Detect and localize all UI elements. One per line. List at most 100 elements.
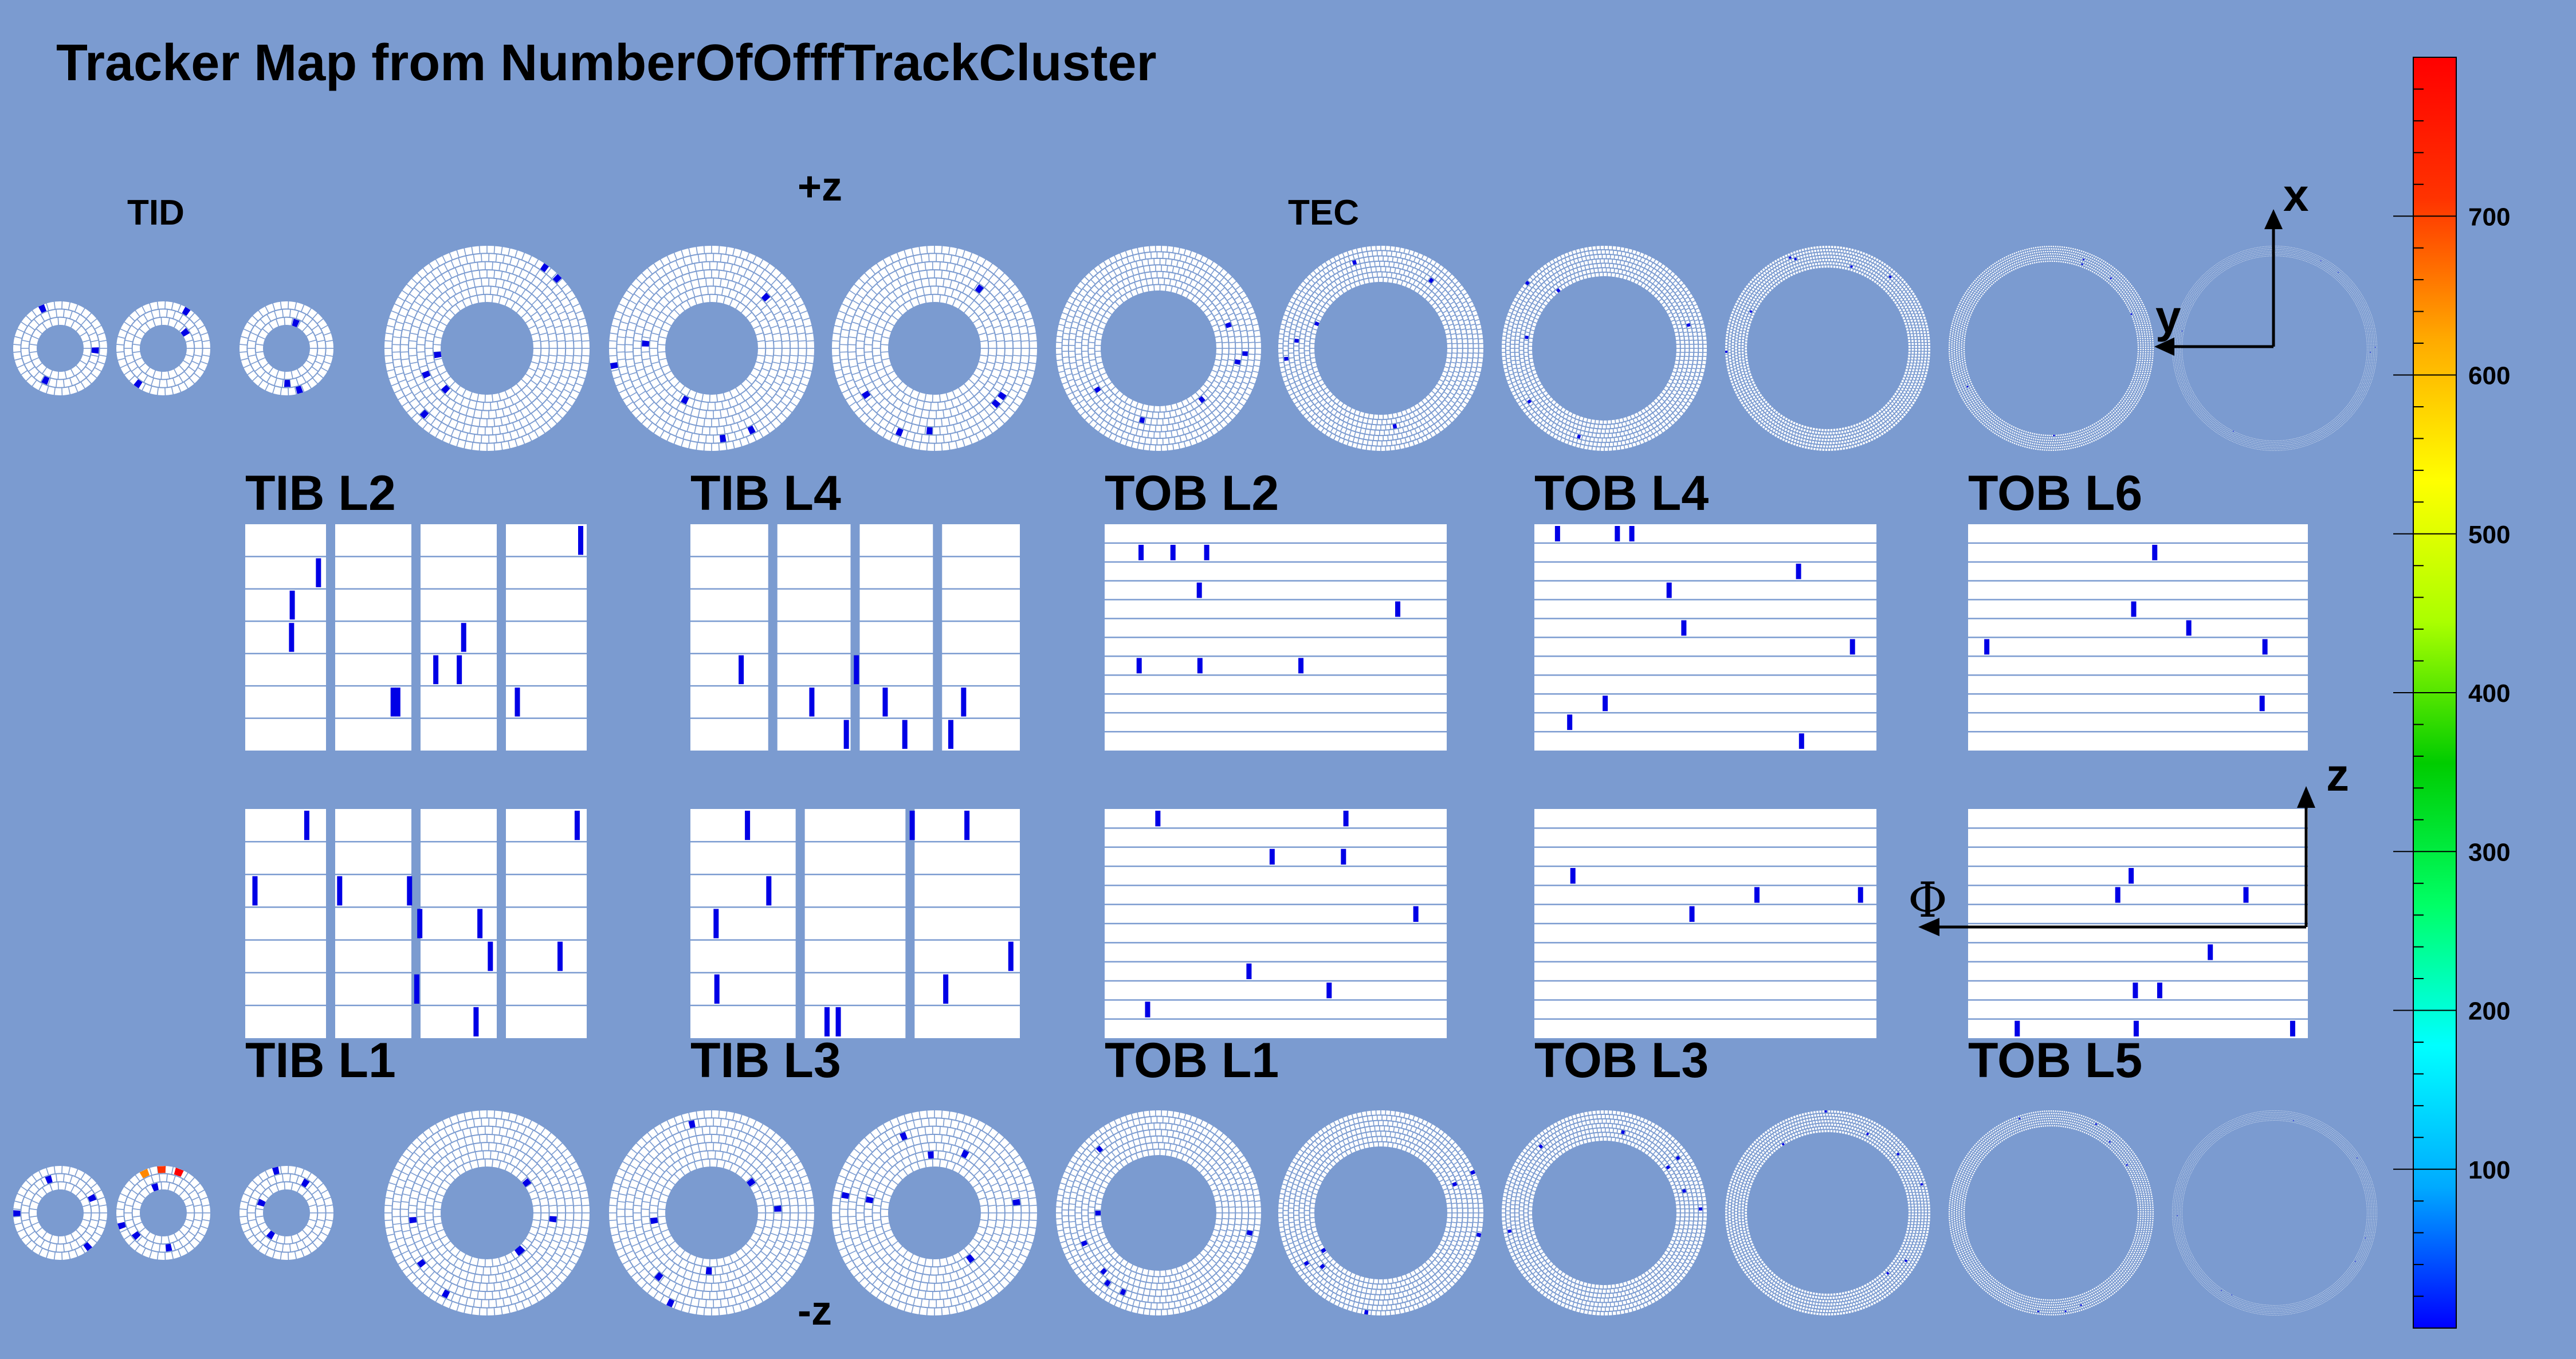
hit-module	[681, 395, 689, 404]
hit-module	[552, 274, 562, 283]
hit-module	[1984, 639, 1990, 655]
axis-x-label: x	[2283, 170, 2309, 221]
tid-minus-disc-2	[115, 1165, 211, 1261]
hit-module	[1145, 1001, 1150, 1018]
hit-module	[180, 328, 190, 337]
hit-module	[1413, 906, 1419, 922]
hit-module	[895, 427, 904, 437]
hit-module	[642, 340, 650, 347]
hit-module	[2053, 434, 2055, 437]
hit-module	[2354, 1260, 2356, 1262]
hit-module	[574, 811, 580, 840]
tec-minus-disc-6	[1501, 1109, 1708, 1317]
color-scale: 100 200 300 400 500 600 700	[2393, 57, 2510, 1329]
hit-module	[991, 399, 1001, 409]
tid-label: TID	[127, 193, 184, 233]
hit-module	[928, 1151, 934, 1159]
hit-module	[2186, 620, 2192, 636]
hit-module	[1699, 1207, 1703, 1211]
hit-module	[720, 434, 727, 442]
hot-module	[174, 1168, 184, 1177]
hit-module	[417, 1259, 426, 1268]
hit-module	[549, 1216, 557, 1223]
hit-module	[1570, 868, 1576, 884]
hit-module	[1920, 1183, 1923, 1186]
hit-module	[91, 347, 99, 354]
hit-module	[1525, 281, 1530, 285]
hit-module	[1567, 714, 1573, 730]
hit-module	[902, 720, 908, 749]
hit-module	[2365, 1237, 2366, 1239]
hit-module	[688, 1120, 696, 1129]
hit-module	[88, 1193, 97, 1202]
hit-module	[1577, 434, 1581, 439]
hit-module	[1094, 386, 1101, 394]
hit-module	[284, 380, 290, 387]
hit-module	[488, 941, 493, 971]
hit-module	[117, 1221, 126, 1230]
hot-module	[139, 1168, 150, 1179]
tec-label: TEC	[1288, 193, 1359, 233]
hit-module	[419, 410, 429, 419]
hit-module	[182, 307, 191, 316]
barrel-layers: TIB L2 TIB L1 TIB L4 TIB L3 TOB L2 TOB L1 TOB …	[245, 466, 2308, 1088]
barrel-tob-l4-label: TOB L4	[1534, 466, 1709, 521]
hit-module	[557, 941, 563, 971]
hit-module	[1621, 1130, 1625, 1134]
hit-module	[714, 974, 720, 1004]
hit-module	[433, 655, 439, 685]
hit-module	[2290, 1020, 2295, 1036]
barrel-tob-l3-label: TOB L3	[1534, 1033, 1709, 1088]
tec-plus-disc-8	[1947, 245, 2155, 452]
hit-module	[1343, 811, 1349, 827]
hit-module	[1120, 1289, 1126, 1296]
barrel-tib-l4: TIB L4	[690, 466, 1020, 751]
color-scale-tick: 300	[2468, 838, 2510, 866]
tec-minus-disc-5	[1277, 1109, 1485, 1317]
hit-module	[1866, 1132, 1870, 1136]
barrel-tib-l1: TIB L1	[245, 809, 587, 1088]
hit-module	[1796, 563, 1801, 579]
hit-module	[1008, 941, 1014, 971]
hit-module	[2231, 1294, 2233, 1295]
barrel-tob-l6: TOB L6	[1968, 466, 2308, 751]
hit-module	[1204, 544, 1210, 560]
color-scale-tick: 500	[2468, 521, 2510, 549]
hit-module	[1139, 417, 1145, 423]
tec-plus-disc-4	[1055, 245, 1262, 452]
hit-module	[1888, 275, 1892, 278]
hit-module	[1428, 277, 1434, 284]
hit-module	[38, 304, 47, 313]
hit-module	[516, 1245, 525, 1255]
hit-module	[1198, 396, 1205, 403]
hit-module	[1788, 256, 1792, 260]
hot-module	[157, 1166, 166, 1173]
hit-module	[1320, 1263, 1325, 1270]
barrel-tob-l2: TOB L2	[1105, 466, 1447, 751]
barrel-tob-l5: TOB L5	[1968, 809, 2308, 1088]
hit-module	[2157, 983, 2162, 999]
hit-module	[295, 386, 304, 394]
hit-module	[1754, 887, 1760, 903]
hit-module	[1298, 658, 1304, 674]
hit-module	[2370, 352, 2371, 353]
hit-module	[1196, 582, 1202, 598]
hit-module	[45, 1175, 53, 1184]
hit-module	[422, 370, 431, 379]
color-scale-tick: 400	[2468, 680, 2510, 708]
hit-module	[2243, 887, 2249, 903]
hit-module	[1666, 1165, 1671, 1170]
hit-module	[2115, 887, 2121, 903]
tec-plus-disc-7	[1724, 245, 1931, 452]
hit-module	[1896, 1152, 1900, 1156]
hit-module	[1364, 1310, 1369, 1315]
hit-module	[650, 1217, 658, 1224]
hit-module	[843, 720, 849, 749]
color-scale-tick: 100	[2468, 1156, 2510, 1184]
hit-module	[926, 427, 933, 435]
z-phi-axes: z Φ	[1908, 749, 2349, 936]
hit-module	[610, 362, 618, 370]
hit-module	[1269, 849, 1275, 865]
hit-module	[2082, 258, 2085, 261]
tid-minus-disc-1	[12, 1165, 108, 1261]
